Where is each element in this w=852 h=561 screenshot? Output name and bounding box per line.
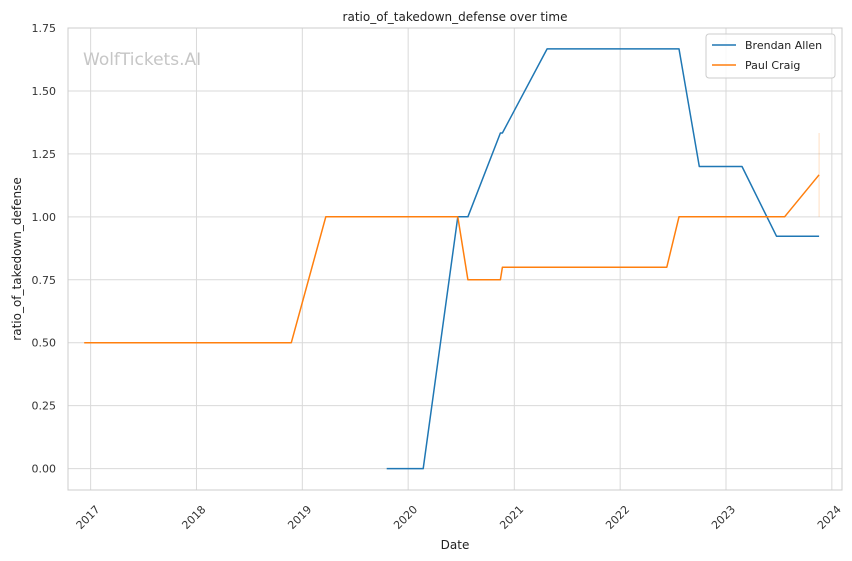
y-tick-label: 1.00 — [32, 211, 57, 224]
legend: Brendan Allen Paul Craig — [705, 33, 836, 79]
legend-box — [705, 33, 836, 79]
y-tick-label: 1.50 — [32, 85, 57, 98]
y-tick-label: 0.50 — [32, 337, 57, 350]
y-tick-label: 1.25 — [32, 148, 57, 161]
y-tick-label: 0.75 — [32, 274, 57, 287]
legend-label-0: Brendan Allen — [745, 39, 822, 52]
series-layer — [84, 48, 820, 470]
x-axis-title: Date — [441, 538, 470, 552]
plot-frame — [67, 27, 843, 491]
watermark: WolfTickets.AI — [83, 50, 201, 70]
legend-label-1: Paul Craig — [745, 59, 800, 72]
y-tick-label: 0.25 — [32, 400, 57, 413]
series-line-0 — [386, 48, 820, 470]
chart-title: ratio_of_takedown_defense over time — [343, 10, 568, 24]
y-tick-label: 0.00 — [32, 463, 57, 476]
y-tick-label: 1.75 — [32, 22, 57, 35]
series-line-1 — [84, 174, 820, 344]
y-axis-title: ratio_of_takedown_defense — [10, 177, 24, 340]
